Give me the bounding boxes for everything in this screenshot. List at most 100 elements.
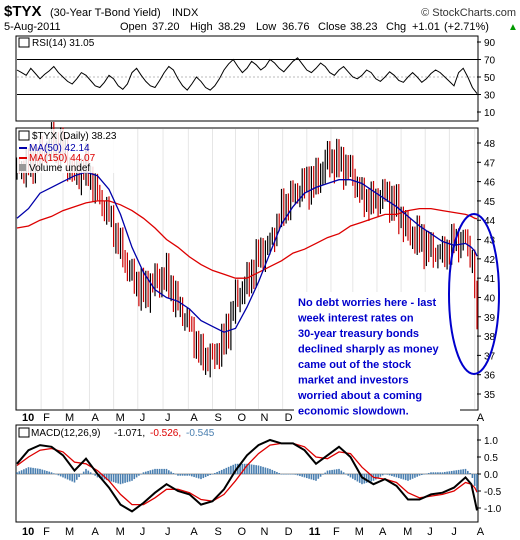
macd-hist-bar [404, 474, 407, 481]
macd-hist-bar [257, 465, 260, 474]
macd-hist-bar [41, 469, 44, 474]
macd-hist-bar [18, 471, 21, 474]
macd-tick-label: 1.0 [484, 436, 498, 447]
annotation: No debt worries here - last week interest… [294, 213, 500, 424]
macd-hist-bar [25, 468, 27, 474]
macd-hist-bar [151, 469, 154, 474]
macd-hist-bar [349, 474, 352, 478]
macd-hist-bar [379, 474, 382, 477]
price-tick-label: 42 [484, 255, 496, 266]
time-axis-lower-label: A [190, 526, 198, 538]
macd-hist-bar [285, 474, 287, 475]
macd-hist-bar [223, 468, 225, 474]
macd-hist-bar [239, 463, 241, 474]
price-tick-label: 40 [484, 293, 496, 304]
macd-hist-bar [147, 470, 149, 474]
macd-hist-bar [207, 474, 209, 477]
macd-hist-bar [112, 474, 115, 483]
macd-hist-bar [335, 469, 338, 474]
macd-hist-bar [248, 464, 251, 474]
annotation-line: No debt worries here - last [298, 297, 436, 309]
macd-hist-bar [381, 474, 384, 476]
macd-hist-bar [115, 474, 117, 483]
time-axis-lower-label: D [285, 526, 293, 538]
macd-legend-macd: -1.071, [114, 428, 145, 439]
chart-symbol-name: (30-Year T-Bond Yield) [50, 7, 161, 19]
macd-hist-bar [388, 474, 391, 476]
time-axis-lower-label: N [261, 526, 269, 538]
macd-hist-bar [462, 469, 464, 474]
time-axis-lower-label: A [477, 526, 485, 538]
time-axis-upper-label: D [285, 412, 293, 424]
macd-hist-bar [430, 472, 432, 474]
time-axis-upper-label: A [91, 412, 99, 424]
macd-hist-bar [391, 474, 393, 477]
macd-hist-bar [271, 469, 274, 474]
macd-hist-bar [27, 467, 30, 474]
macd-hist-bar [218, 470, 221, 474]
macd-hist-bar [161, 468, 163, 474]
time-axis-upper-label: O [238, 412, 247, 424]
macd-hist-bar [184, 474, 186, 476]
macd-hist-bar [94, 474, 96, 476]
macd-hist-bar [174, 474, 177, 475]
macd-hist-bar [154, 468, 156, 474]
macd-hist-bar [30, 467, 32, 474]
macd-hist-bar [92, 474, 94, 475]
macd-hist-bar [446, 471, 448, 474]
macd-axis: 1.0 0.5 0.0 -0.5 -1.0 [477, 436, 502, 515]
time-axis-lower-label: J [140, 526, 146, 538]
macd-hist-bar [294, 474, 297, 475]
macd-hist-bar [400, 474, 402, 479]
price-tick-label: 44 [484, 216, 496, 227]
macd-hist-bar [138, 474, 140, 476]
macd-hist-bar [101, 474, 103, 479]
time-axis-lower-label: M [403, 526, 412, 538]
macd-tick-label: -1.0 [484, 504, 502, 515]
time-axis-lower: 10 F M A M J J A S O N D 11 F M A M J J A [22, 526, 485, 538]
macd-hist-bar [133, 474, 136, 480]
macd-hist-bar [250, 464, 253, 474]
macd-hist-bar [126, 474, 129, 483]
macd-hist-bar [32, 467, 34, 474]
macd-hist-bar [262, 466, 264, 474]
macd-hist-bar [195, 474, 198, 478]
macd-hist-bar [172, 472, 175, 474]
annotation-line: week interest rates on [297, 313, 414, 325]
macd-hist-bar [82, 471, 85, 474]
macd-hist-bar [393, 474, 395, 477]
macd-hist-bar [414, 474, 416, 478]
macd-hist-bar [338, 468, 340, 474]
quote-chg-label: Chg [386, 21, 406, 33]
macd-hist-bar [124, 474, 126, 483]
macd-hist-bar [230, 465, 232, 474]
price-tick-label: 39 [484, 313, 496, 324]
macd-hist-bar [39, 468, 41, 474]
watermark: © StockCharts.com [421, 7, 516, 19]
macd-hist-bar [444, 471, 446, 474]
time-axis-upper-label: S [215, 412, 222, 424]
macd-hist-bar [191, 474, 193, 477]
macd-hist-bar [170, 471, 172, 474]
macd-hist-bar [469, 472, 471, 474]
price-tick-label: 47 [484, 158, 496, 169]
time-axis-lower-label: 11 [309, 526, 321, 538]
macd-hist-bar [57, 474, 60, 476]
macd-hist-bar [266, 468, 269, 474]
macd-hist-bar [418, 474, 421, 476]
macd-hist-bar [306, 474, 308, 479]
macd-hist-bar [23, 469, 25, 474]
macd-hist-bar [326, 470, 329, 474]
macd-hist-bar [241, 463, 244, 474]
macd-line [16, 438, 478, 513]
macd-hist-bar [255, 465, 257, 474]
quote-high: 38.29 [218, 21, 246, 33]
time-axis-lower-label: A [379, 526, 387, 538]
annotation-box [294, 292, 460, 424]
time-axis-lower-label: M [65, 526, 74, 538]
rsi-panel [15, 35, 479, 122]
annotation-text: No debt worries here - last week interest… [297, 297, 439, 418]
chart-symbol: $TYX [4, 3, 42, 20]
macd-hist-bar [329, 470, 331, 474]
